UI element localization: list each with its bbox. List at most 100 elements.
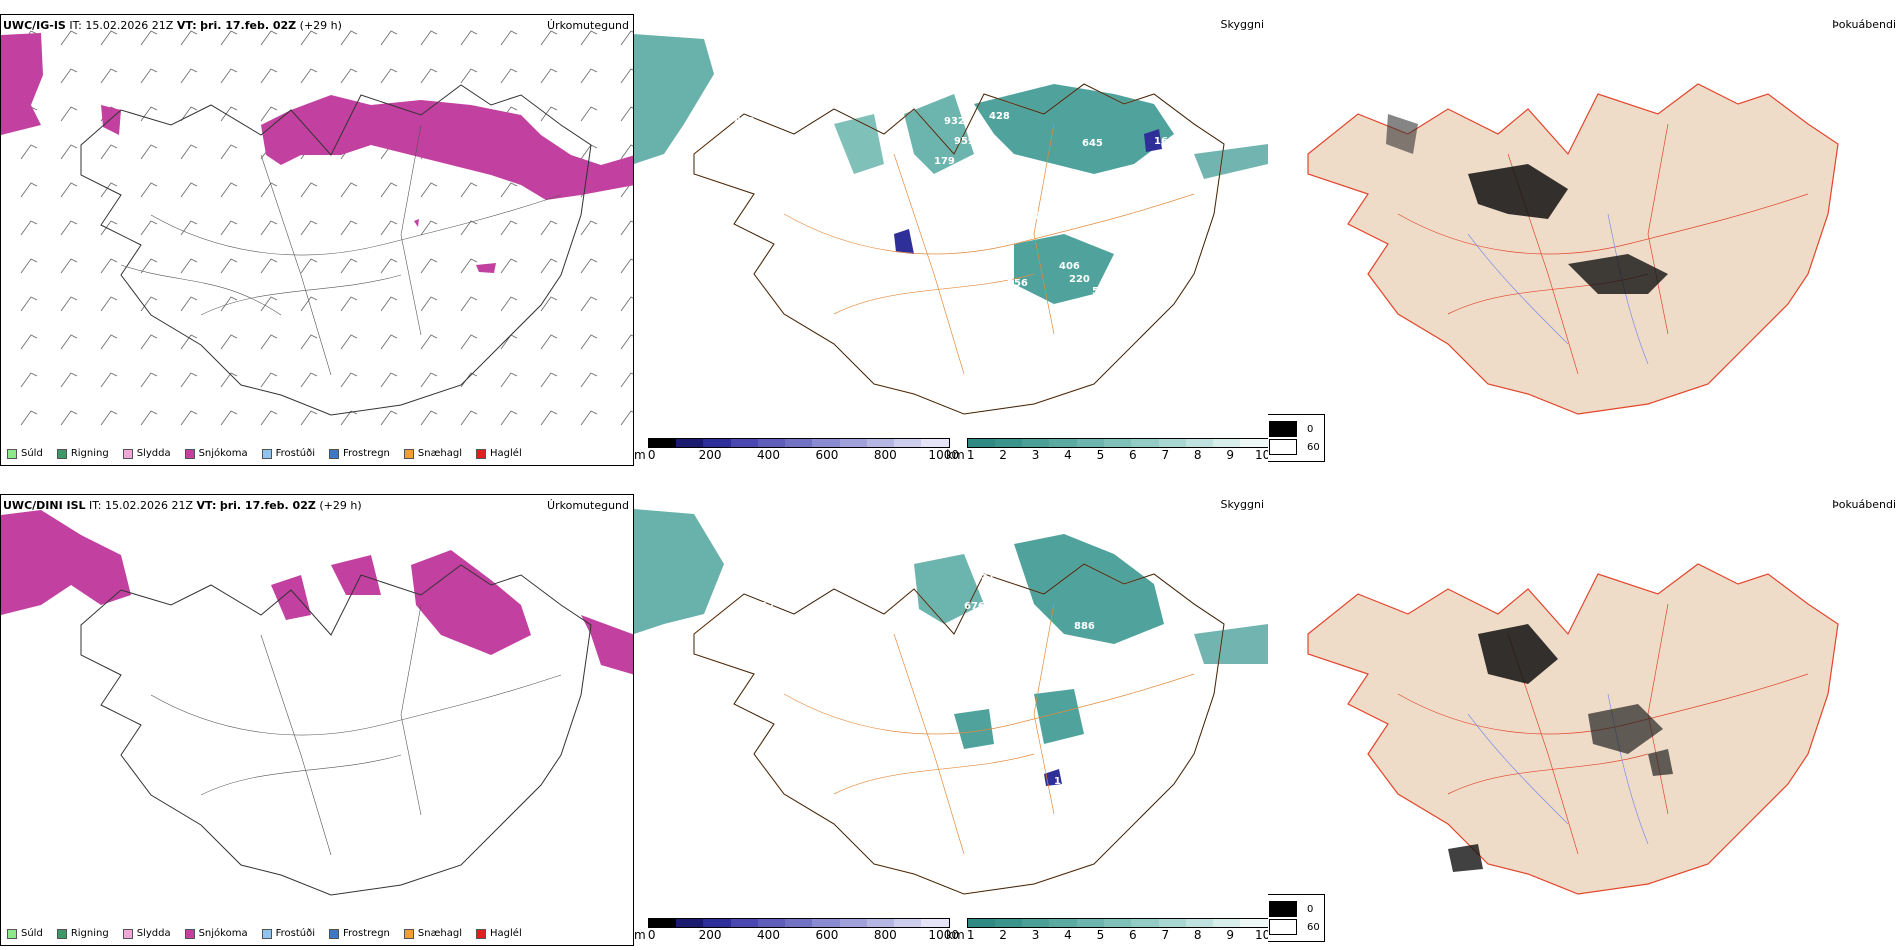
- wind-barb: [460, 334, 478, 350]
- fog-map: [1307, 563, 1839, 895]
- legend-item: Frostregn: [329, 928, 390, 939]
- legend-swatch: [122, 928, 133, 939]
- cloud-base-label: 73: [1052, 666, 1066, 677]
- model-name: UWC/IG-IS: [3, 19, 66, 32]
- colorbar-cell: [839, 439, 867, 447]
- wind-barb: [380, 182, 398, 198]
- fog-key-row: 60: [1269, 439, 1320, 455]
- model-name: UWC/DINI ISL: [3, 499, 86, 512]
- wind-barb: [140, 106, 158, 122]
- wind-barb: [260, 258, 278, 274]
- wind-barb: [100, 296, 118, 312]
- wind-barb: [500, 372, 518, 388]
- legend-swatch: [56, 448, 67, 459]
- wind-barb: [540, 68, 558, 84]
- colorbar-cell: [648, 439, 676, 447]
- legend-label: Frostregn: [343, 448, 390, 459]
- ceiling-colorbar: m 0 200 400 600 800 1000: [634, 438, 959, 462]
- colorbar-tick: 1: [966, 928, 975, 942]
- wind-barb: [500, 30, 518, 46]
- wind-barb: [100, 144, 118, 160]
- legend-item: Frostúði: [261, 928, 315, 939]
- wind-barb: [340, 372, 358, 388]
- colorbar-cell: [967, 919, 995, 927]
- wind-barb: [220, 144, 238, 160]
- wind-barb: [140, 296, 158, 312]
- vt-label: VT:: [196, 499, 217, 512]
- precip-area: [331, 555, 381, 595]
- wind-barb: [380, 372, 398, 388]
- iceland-land: [1307, 563, 1839, 895]
- wind-barb: [540, 106, 558, 122]
- wind-barb: [260, 68, 278, 84]
- visibility-colorbar: km 1 2 3 4 5 6 7 8 9 10: [946, 918, 1268, 942]
- wind-barb: [60, 296, 78, 312]
- wind-barb: [100, 182, 118, 198]
- wind-barb: [340, 296, 358, 312]
- wind-barb: [460, 258, 478, 274]
- fog-key-row: 0: [1269, 421, 1320, 437]
- lead-time: (+29 h): [299, 19, 342, 32]
- wind-barb: [420, 182, 438, 198]
- colorbar-tick: 5: [1096, 928, 1105, 942]
- wind-barb: [300, 334, 318, 350]
- colorbar-tick: 1: [966, 448, 975, 462]
- legend-label: Frostúði: [275, 448, 315, 459]
- wind-barb: [580, 30, 598, 46]
- legend-label: Frostregn: [343, 928, 390, 939]
- cloud-base-label: 959: [954, 136, 975, 147]
- colorbar-tick: 800: [873, 928, 897, 942]
- legend-label: Slydda: [136, 448, 171, 459]
- wind-barb: [460, 410, 478, 426]
- fog-key-label: 0: [1307, 903, 1314, 915]
- wind-barb: [620, 296, 633, 312]
- wind-barb: [100, 220, 118, 236]
- precip-area: [1, 510, 131, 615]
- wind-barb: [180, 410, 198, 426]
- wind-barb: [180, 144, 198, 160]
- precip-area: [261, 95, 633, 200]
- panel-header: UWC/DINI ISL IT: 15.02.2026 21Z VT: þri.…: [3, 499, 362, 512]
- colorbar-tick: 0: [647, 448, 656, 462]
- wind-barb: [20, 296, 38, 312]
- precip-area: [414, 219, 419, 227]
- colorbar-unit: km: [946, 928, 965, 942]
- legend-swatch: [56, 928, 67, 939]
- cloud-base-label: 676: [964, 601, 985, 612]
- colorbar-tick: 4: [1064, 928, 1072, 942]
- wind-barb: [380, 258, 398, 274]
- legend-item: Snæhagl: [403, 448, 462, 459]
- wind-barb: [620, 258, 633, 274]
- colorbar-cell: [921, 439, 949, 447]
- wind-barb: [180, 334, 198, 350]
- colorbar-cell: [1131, 919, 1159, 927]
- fog-area: [1568, 254, 1668, 294]
- wind-barb: [20, 220, 38, 236]
- colorbar-cell: [1131, 439, 1159, 447]
- wind-barb: [100, 68, 118, 84]
- land-visibility: [954, 709, 994, 749]
- colorbar-cell: [994, 919, 1023, 927]
- fog-index-panel-dini: Þokuábendi 0 60: [1268, 494, 1900, 946]
- legend-swatch: [7, 448, 17, 459]
- legend-item: Snæhagl: [403, 928, 462, 939]
- cloud-base-label: 809: [734, 116, 755, 127]
- fog-key: 0 60: [1268, 894, 1325, 942]
- wind-barb: [540, 220, 558, 236]
- legend-item: Súld: [7, 928, 43, 939]
- wind-barb: [140, 182, 158, 198]
- wind-barb: [420, 334, 438, 350]
- colorbar-tick: 400: [757, 448, 780, 462]
- wind-barb: [20, 144, 38, 160]
- cloud-base-label: 11: [1009, 206, 1023, 217]
- vt-label: VT:: [176, 19, 197, 32]
- precip-type-panel-dini: UWC/DINI ISL IT: 15.02.2026 21Z VT: þri.…: [0, 494, 634, 946]
- colorbar-cell: [894, 439, 922, 447]
- colorbar-cell: [1240, 439, 1268, 447]
- sea-visibility: [634, 34, 714, 164]
- legend-item: Súld: [7, 448, 43, 459]
- colorbar-tick: 4: [1064, 448, 1072, 462]
- fog-key-label: 60: [1307, 921, 1320, 933]
- wind-barb: [420, 220, 438, 236]
- wind-barb: [140, 410, 158, 426]
